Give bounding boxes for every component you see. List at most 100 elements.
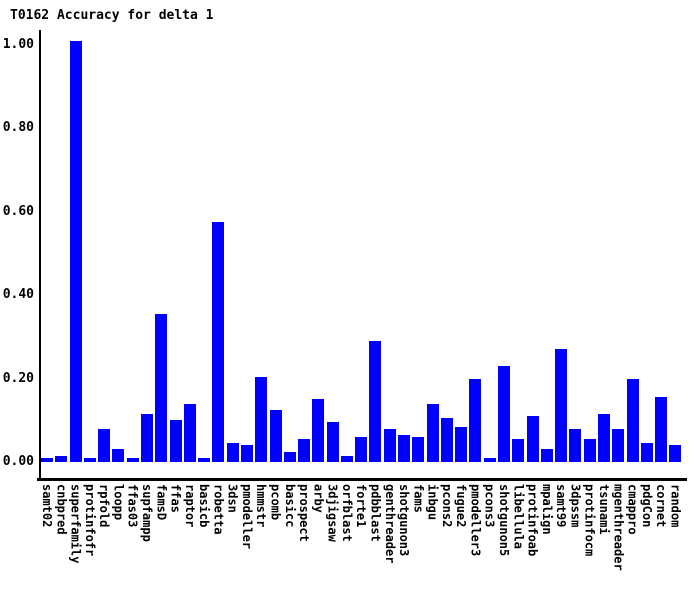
bar-genthreader — [383, 429, 396, 462]
bar-pcons3 — [483, 458, 496, 462]
x-tick-label: pcons2 — [439, 484, 454, 528]
bar-cnbpred — [55, 456, 68, 462]
x-slot: pmodeller — [240, 484, 254, 588]
x-slot: 3dsn — [225, 484, 240, 588]
bar-protinfoab — [526, 416, 539, 462]
bar-3dpssm — [569, 429, 582, 462]
bar-ffas03 — [126, 458, 139, 462]
x-tick-label: protinfocm — [582, 484, 597, 557]
x-slot: basicc — [282, 484, 297, 588]
x-slot: cnbpred — [54, 484, 69, 588]
x-slot: protinfofr — [83, 484, 97, 588]
bar-basicb — [198, 458, 211, 462]
bar-supfampp — [140, 414, 153, 462]
x-slot: cmappro — [626, 484, 640, 588]
x-slot: orfblast — [339, 484, 354, 588]
x-tick-label: superfamily — [68, 484, 83, 564]
x-tick-label: robetta — [211, 484, 226, 535]
x-slot: arby — [311, 484, 326, 588]
bar-cmappro — [626, 379, 639, 462]
x-slot: supfampp — [140, 484, 154, 588]
y-tick-label: 0.00 — [2, 454, 34, 469]
bar-protinfocm — [583, 439, 596, 462]
x-tick-label: fams — [411, 484, 426, 513]
bar-pdbblast — [369, 341, 382, 462]
x-slot: fugue2 — [454, 484, 468, 588]
x-tick-label: ffas03 — [125, 484, 140, 528]
bar-orfblast — [340, 456, 353, 462]
x-slot: genthreader — [383, 484, 397, 588]
bar-samt99 — [555, 349, 568, 462]
x-slot: basicb — [197, 484, 212, 588]
x-slot: hmmstr — [254, 484, 268, 588]
x-slot: raptor — [182, 484, 197, 588]
x-tick-label: inbgu — [425, 484, 440, 521]
x-slot: rpfold — [97, 484, 111, 588]
bar-ffas — [169, 420, 182, 462]
bar-mpalign — [540, 449, 553, 462]
x-slot: inbgu — [425, 484, 440, 588]
x-slot: pdbblast — [368, 484, 382, 588]
x-slot: 3dpssm — [568, 484, 583, 588]
x-tick-label: random — [668, 484, 683, 528]
y-tick-label: 0.60 — [2, 204, 34, 219]
bar-3djigsaw — [326, 422, 339, 462]
x-tick-label: pmodeller3 — [468, 484, 483, 557]
x-axis-tick-labels: samt02 cnbpred superfamily protinfofr rpfold… — [40, 484, 683, 588]
y-tick-label: 0.40 — [2, 287, 34, 302]
x-tick-label: 3dsn — [225, 484, 240, 513]
x-tick-label: 3dpssm — [568, 484, 583, 528]
bar-pdgCon — [640, 443, 653, 462]
bar-prospect — [298, 439, 311, 462]
bar-pcomb — [269, 410, 282, 462]
x-slot: pmodeller3 — [468, 484, 483, 588]
bar-shotgunon5 — [498, 366, 510, 462]
x-axis-line — [37, 478, 687, 481]
x-tick-label: mgenthreader — [611, 484, 626, 571]
x-tick-label: basicc — [282, 484, 297, 528]
x-tick-label: arby — [311, 484, 326, 513]
bar-protinfofr — [83, 458, 96, 462]
y-tick-label: 0.20 — [2, 371, 34, 386]
bars-area — [41, 0, 682, 462]
bar-hmmstr — [255, 377, 268, 462]
x-tick-label: pcons3 — [482, 484, 497, 528]
bar-mgenthreader — [612, 429, 625, 462]
bar-basicc — [283, 452, 296, 462]
x-slot: shotgunon3 — [397, 484, 412, 588]
bar-pmodeller — [240, 445, 253, 462]
bar-fugue2 — [455, 427, 468, 462]
bar-arby — [312, 399, 325, 462]
x-slot: 3djigsaw — [326, 484, 340, 588]
bar-shotgunon3 — [398, 435, 411, 462]
x-slot: protinfoab — [526, 484, 540, 588]
x-tick-label: basicb — [197, 484, 212, 528]
bar-superfamily — [69, 41, 82, 462]
x-tick-label: shotgunon3 — [397, 484, 412, 557]
y-axis-line — [39, 30, 41, 480]
x-slot: tsunami — [597, 484, 611, 588]
x-slot: mpalign — [540, 484, 554, 588]
x-tick-label: shotgunon5 — [497, 484, 511, 557]
x-slot: pcons3 — [482, 484, 497, 588]
bar-raptor — [183, 404, 196, 462]
x-tick-label: samt99 — [554, 484, 569, 528]
x-tick-label: loopp — [111, 484, 126, 521]
x-slot: samt99 — [554, 484, 569, 588]
x-slot: pdgCon — [640, 484, 654, 588]
x-slot: loopp — [111, 484, 126, 588]
bar-3dsn — [226, 443, 239, 462]
x-slot: ffas03 — [125, 484, 140, 588]
x-slot: ffas — [169, 484, 183, 588]
x-slot: libellula — [511, 484, 525, 588]
x-slot: fams — [411, 484, 426, 588]
x-tick-label: orfblast — [339, 484, 354, 542]
x-slot: random — [668, 484, 683, 588]
x-tick-label: cnbpred — [54, 484, 69, 535]
x-tick-label: raptor — [182, 484, 197, 528]
x-slot: cornet — [654, 484, 668, 588]
x-slot: shotgunon5 — [497, 484, 511, 588]
bar-pmodeller3 — [469, 379, 482, 462]
bar-forte1 — [355, 437, 368, 462]
